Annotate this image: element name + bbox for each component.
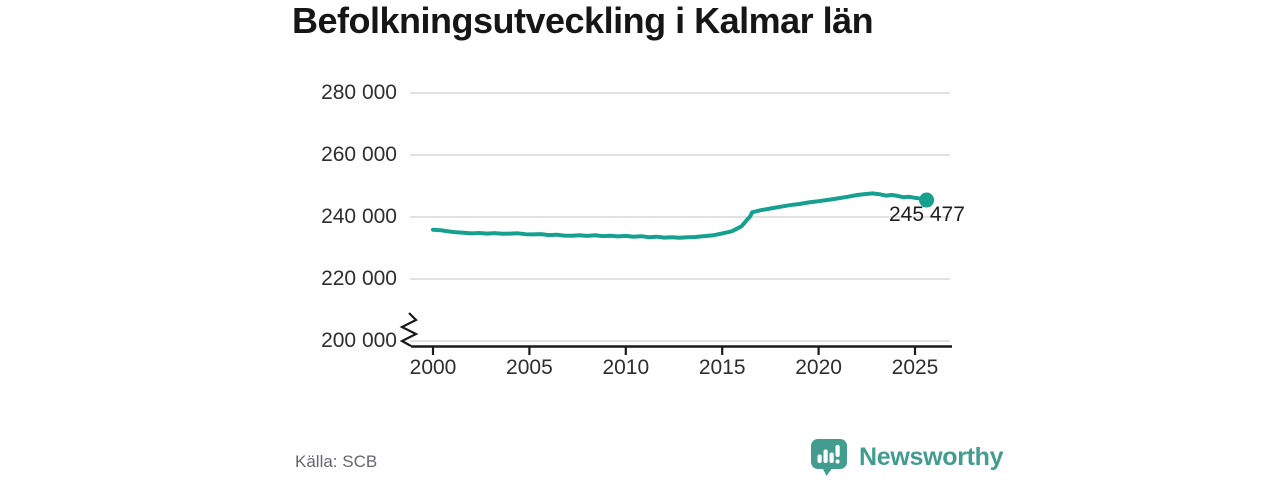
x-tick-label: 2020 — [795, 356, 842, 379]
y-tick-label: 220 000 — [321, 267, 397, 290]
source-note: Källa: SCB — [295, 452, 378, 471]
y-tick-label: 240 000 — [321, 205, 397, 228]
chart-title: Befolkningsutveckling i Kalmar län — [292, 0, 874, 41]
brand-logo: Newsworthy — [810, 438, 1004, 476]
x-tick-label: 2000 — [409, 356, 457, 379]
y-tick-label: 200 000 — [321, 329, 397, 352]
x-tick-label: 2010 — [602, 356, 650, 379]
population-line-series — [431, 191, 929, 240]
last-point-marker — [919, 192, 935, 208]
brand-name: Newsworthy — [859, 442, 1004, 471]
x-tick-label: 2015 — [698, 356, 746, 379]
y-tick-label: 260 000 — [321, 143, 397, 166]
x-tick-label: 2025 — [891, 356, 939, 379]
x-tick-label: 2005 — [506, 356, 553, 379]
newsworthy-logo-icon — [811, 439, 847, 476]
y-tick-label: 280 000 — [321, 81, 397, 104]
axis-break-icon — [399, 312, 419, 347]
last-value-label: 245 477 — [889, 203, 965, 226]
